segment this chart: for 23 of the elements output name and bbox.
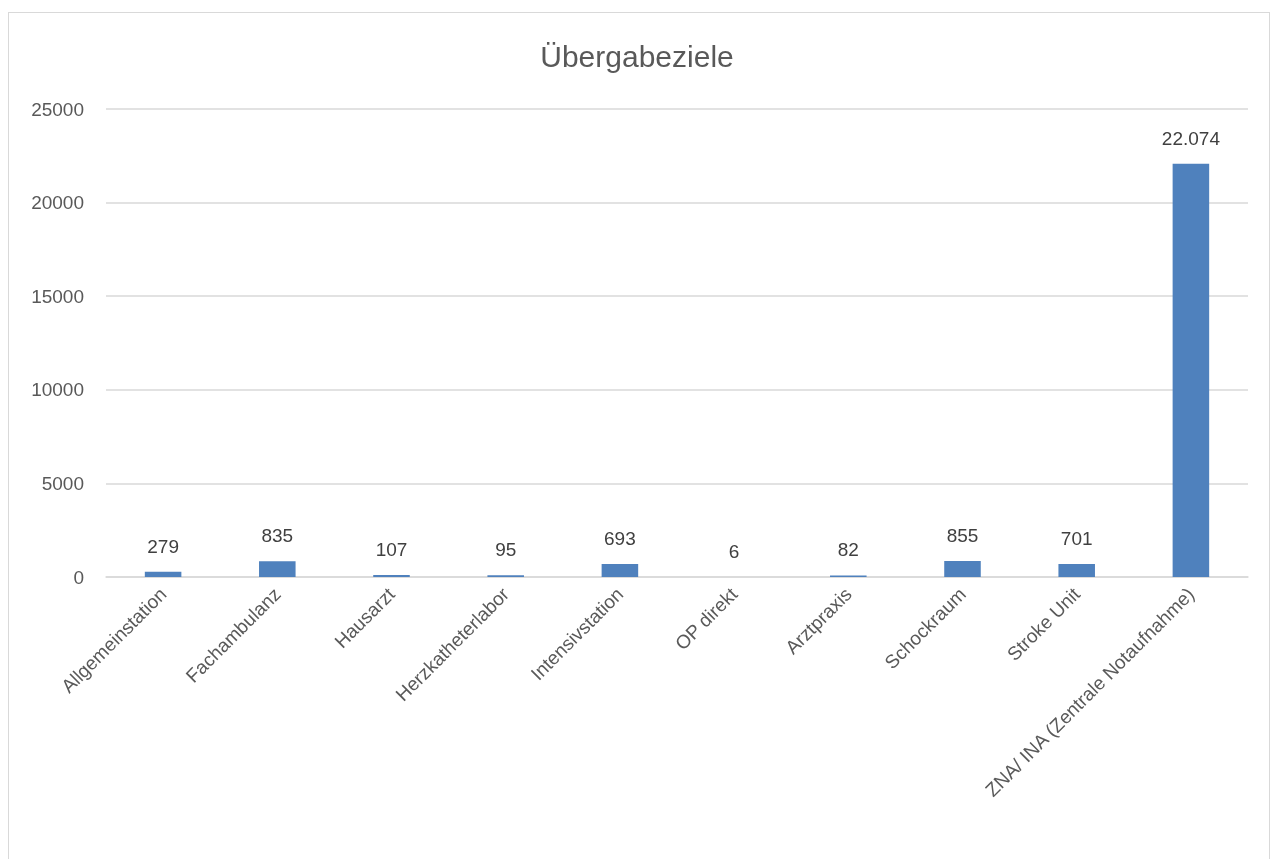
data-label: 95 [495,539,517,561]
data-label: 701 [1060,527,1093,549]
data-label: 82 [837,539,859,561]
data-label: 855 [946,524,979,546]
y-tick-label: 5000 [41,472,84,494]
data-label: 693 [604,528,636,550]
data-label: 107 [375,539,408,560]
data-label: 6 [728,540,740,562]
data-label: 22.074 [1161,127,1221,149]
chart-title: Übergabeziele [540,39,734,73]
y-tick-label: 0 [73,566,84,588]
bar [1172,163,1210,577]
bar [944,560,981,577]
y-tick-label: 25000 [31,98,84,120]
bar [601,564,639,577]
bar [1058,563,1095,577]
y-tick-label: 15000 [31,285,84,307]
y-tick-label: 10000 [31,379,84,401]
bar [259,561,296,577]
data-label: 835 [261,525,294,547]
data-label: 279 [147,535,179,557]
y-tick-label: 20000 [31,192,84,214]
bar [144,571,182,577]
